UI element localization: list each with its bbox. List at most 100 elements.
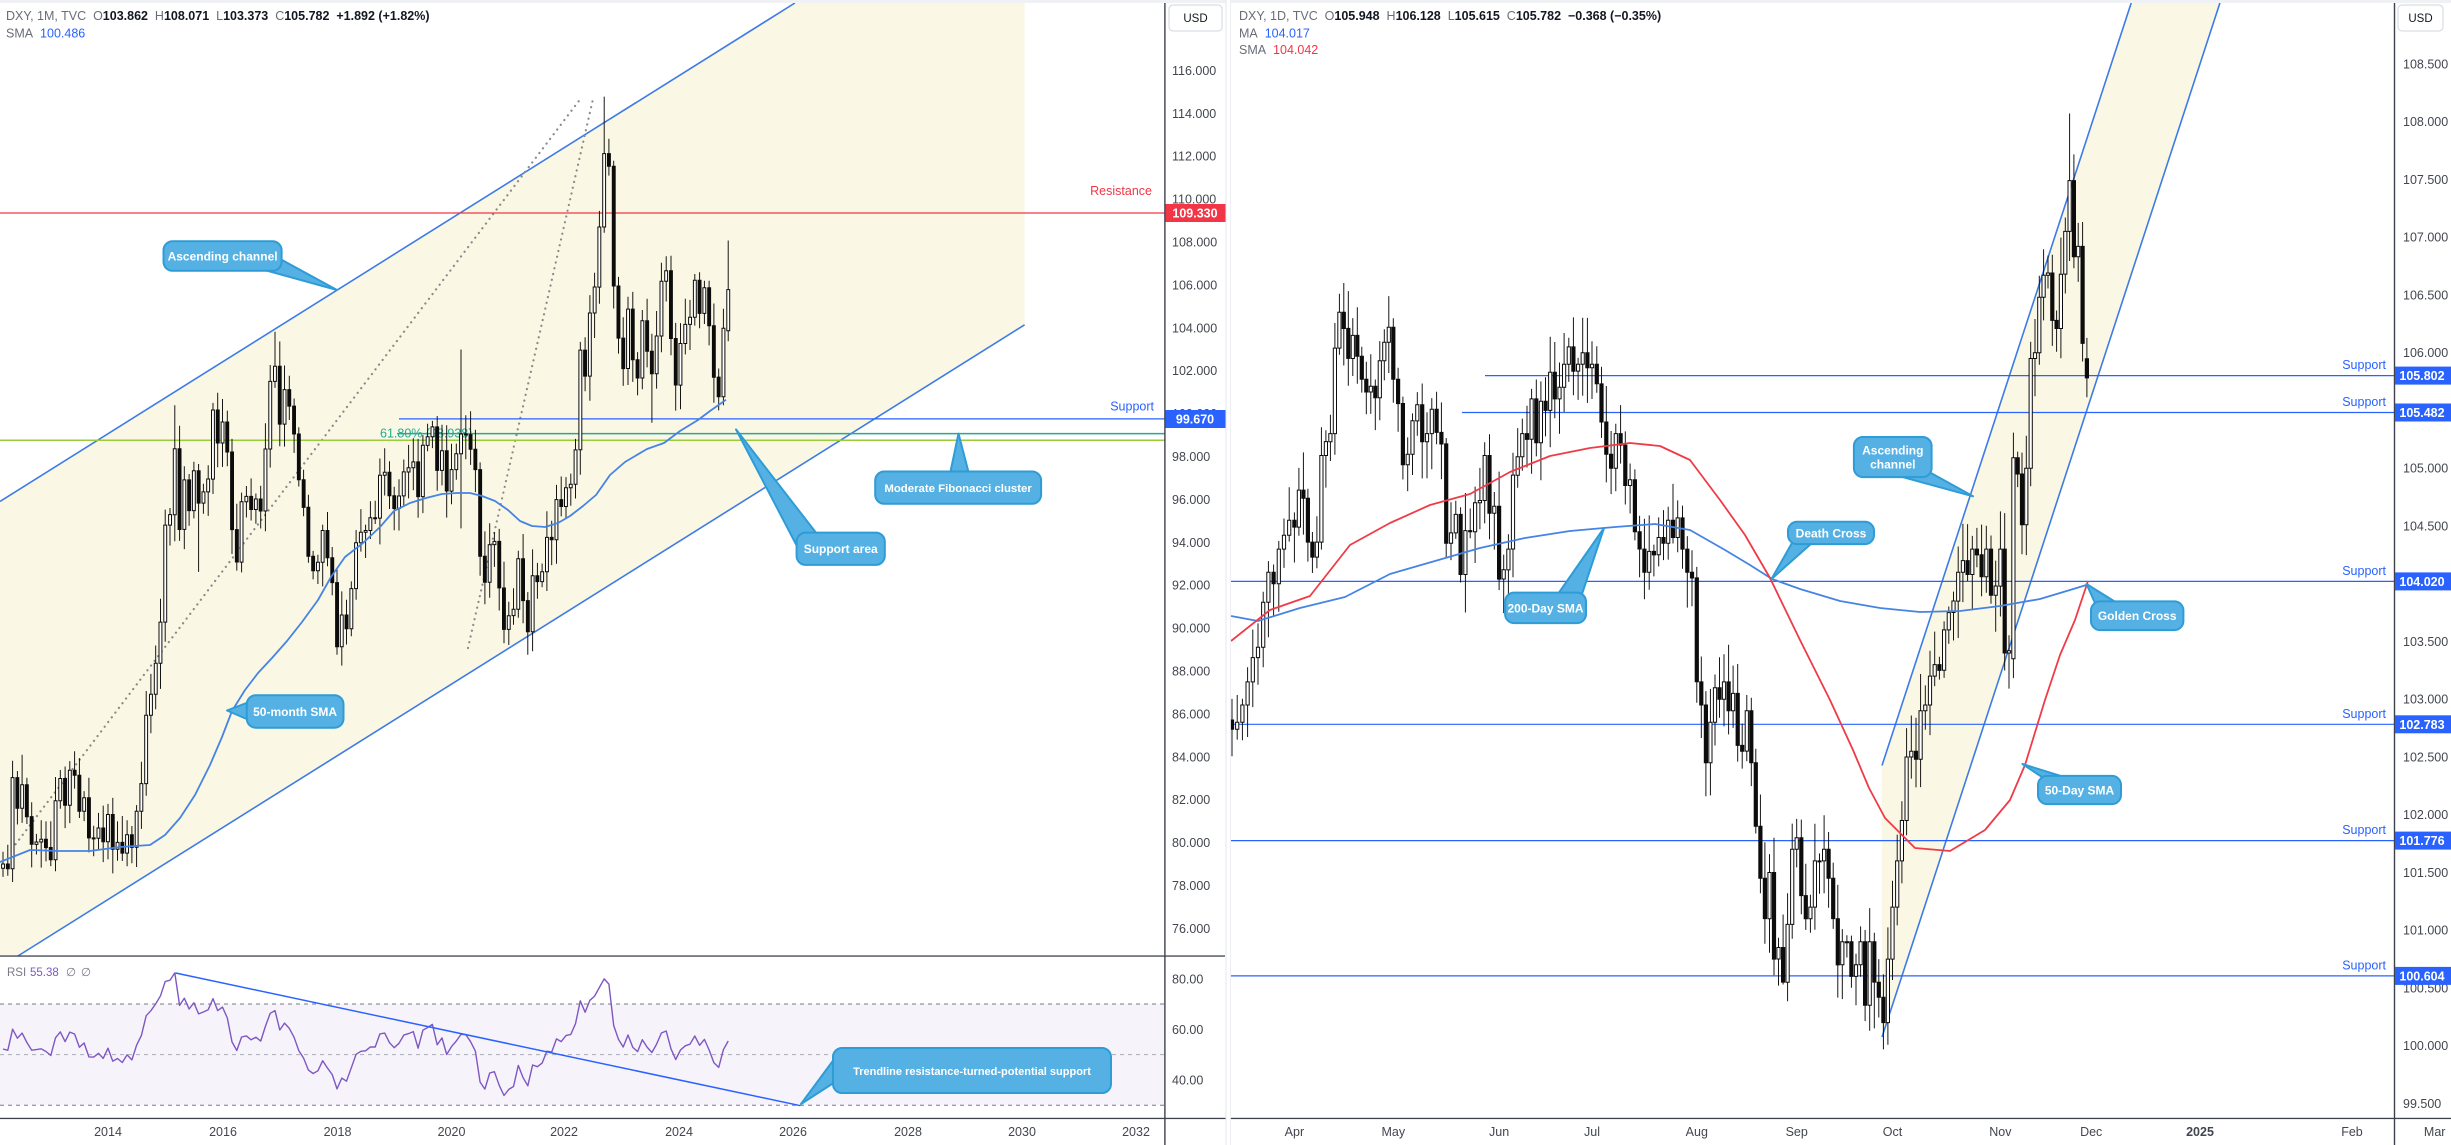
svg-text:Jun: Jun <box>1489 1125 1509 1139</box>
svg-text:Feb: Feb <box>2341 1125 2363 1139</box>
svg-text:50-Day SMA: 50-Day SMA <box>2045 784 2115 798</box>
svg-text:Death Cross: Death Cross <box>1796 527 1867 541</box>
svg-text:102.500: 102.500 <box>2403 751 2448 765</box>
svg-text:61.80% (98.938): 61.80% (98.938) <box>380 427 472 441</box>
svg-text:MA 104.017: MA 104.017 <box>1239 27 1310 41</box>
svg-text:Support: Support <box>2342 958 2386 972</box>
svg-text:2018: 2018 <box>324 1125 352 1139</box>
svg-text:104.020: 104.020 <box>2399 575 2444 589</box>
svg-text:∅: ∅ <box>81 967 91 979</box>
svg-text:2030: 2030 <box>1008 1125 1036 1139</box>
svg-text:Ascending channel: Ascending channel <box>168 250 278 264</box>
svg-text:103.000: 103.000 <box>2403 693 2448 707</box>
svg-text:SMA 104.042: SMA 104.042 <box>1239 43 1318 57</box>
svg-text:55.38: 55.38 <box>30 967 59 979</box>
svg-text:103.500: 103.500 <box>2403 635 2448 649</box>
svg-text:92.000: 92.000 <box>1172 579 1210 593</box>
svg-text:98.000: 98.000 <box>1172 450 1210 464</box>
svg-text:96.000: 96.000 <box>1172 493 1210 507</box>
svg-text:2020: 2020 <box>438 1125 466 1139</box>
svg-text:Trendline resistance-turned-po: Trendline resistance-turned-potential su… <box>853 1066 1091 1078</box>
svg-text:90.000: 90.000 <box>1172 622 1210 636</box>
svg-text:SMA 100.486: SMA 100.486 <box>6 27 85 41</box>
svg-text:Dec: Dec <box>2080 1125 2102 1139</box>
svg-text:Mar: Mar <box>2424 1125 2446 1139</box>
svg-text:USD: USD <box>2408 13 2432 25</box>
svg-text:Golden Cross: Golden Cross <box>2098 609 2177 623</box>
svg-text:2022: 2022 <box>550 1125 578 1139</box>
svg-text:105.482: 105.482 <box>2399 406 2444 420</box>
svg-text:114.000: 114.000 <box>1172 107 1216 121</box>
svg-text:Aug: Aug <box>1686 1125 1708 1139</box>
svg-text:105.000: 105.000 <box>2403 462 2448 476</box>
svg-text:106.500: 106.500 <box>2403 288 2448 302</box>
svg-text:102.000: 102.000 <box>2403 808 2448 822</box>
svg-text:60.00: 60.00 <box>1172 1023 1203 1037</box>
svg-text:102.000: 102.000 <box>1172 364 1217 378</box>
svg-text:Moderate Fibonacci cluster: Moderate Fibonacci cluster <box>884 483 1032 495</box>
svg-text:USD: USD <box>1183 13 1207 25</box>
svg-text:88.000: 88.000 <box>1172 665 1210 679</box>
svg-text:101.776: 101.776 <box>2399 834 2444 848</box>
svg-text:Nov: Nov <box>1989 1125 2012 1139</box>
svg-text:106.000: 106.000 <box>1172 278 1217 292</box>
svg-text:2016: 2016 <box>209 1125 237 1139</box>
svg-text:78.000: 78.000 <box>1172 879 1210 893</box>
svg-text:84.000: 84.000 <box>1172 750 1210 764</box>
svg-text:May: May <box>1381 1125 1405 1139</box>
svg-text:116.000: 116.000 <box>1172 64 1216 78</box>
svg-text:Support: Support <box>2342 707 2386 721</box>
svg-text:Resistance: Resistance <box>1090 184 1152 198</box>
svg-text:109.330: 109.330 <box>1172 207 1217 221</box>
svg-text:∅: ∅ <box>66 967 76 979</box>
svg-text:DXY, 1D, TVC O105.948 H106.1: DXY, 1D, TVC O105.948 H106.128 L105.615 … <box>1239 9 1661 23</box>
svg-text:Jul: Jul <box>1584 1125 1600 1139</box>
svg-text:106.000: 106.000 <box>2403 346 2448 360</box>
svg-text:100.500: 100.500 <box>2403 982 2448 996</box>
svg-text:2026: 2026 <box>779 1125 807 1139</box>
svg-text:2032: 2032 <box>1122 1125 1150 1139</box>
svg-text:108.000: 108.000 <box>1172 236 1217 250</box>
svg-text:Sep: Sep <box>1786 1125 1808 1139</box>
svg-text:200-Day SMA: 200-Day SMA <box>1507 601 1583 615</box>
svg-text:Support area: Support area <box>804 542 878 556</box>
svg-text:Support: Support <box>2342 564 2386 578</box>
svg-text:112.000: 112.000 <box>1172 150 1216 164</box>
svg-text:Support: Support <box>2342 395 2386 409</box>
svg-text:2024: 2024 <box>665 1125 693 1139</box>
svg-text:82.000: 82.000 <box>1172 793 1210 807</box>
svg-text:2025: 2025 <box>2186 1125 2214 1139</box>
svg-text:80.000: 80.000 <box>1172 836 1210 850</box>
svg-text:105.802: 105.802 <box>2399 369 2444 383</box>
svg-text:40.00: 40.00 <box>1172 1073 1203 1087</box>
svg-text:100.604: 100.604 <box>2399 969 2444 983</box>
svg-text:80.00: 80.00 <box>1172 972 1203 986</box>
svg-text:Ascending: Ascending <box>1862 444 1923 458</box>
svg-text:108.500: 108.500 <box>2403 57 2448 71</box>
svg-text:101.000: 101.000 <box>2403 924 2448 938</box>
svg-text:101.500: 101.500 <box>2403 866 2448 880</box>
svg-text:Apr: Apr <box>1285 1125 1304 1139</box>
svg-text:86.000: 86.000 <box>1172 707 1210 721</box>
svg-text:Support: Support <box>1110 400 1154 414</box>
svg-text:110.000: 110.000 <box>1172 193 1216 207</box>
svg-text:DXY, 1M, TVC O103.862 H108.0: DXY, 1M, TVC O103.862 H108.071 L103.373 … <box>6 9 430 23</box>
svg-text:100.000: 100.000 <box>2403 1039 2448 1053</box>
svg-text:102.783: 102.783 <box>2399 718 2444 732</box>
svg-text:99.670: 99.670 <box>1176 413 1214 427</box>
svg-text:94.000: 94.000 <box>1172 536 1210 550</box>
svg-text:Support: Support <box>2342 358 2386 372</box>
svg-text:107.000: 107.000 <box>2403 231 2448 245</box>
svg-text:Oct: Oct <box>1883 1125 1903 1139</box>
svg-text:99.500: 99.500 <box>2403 1097 2441 1111</box>
svg-text:2028: 2028 <box>894 1125 922 1139</box>
svg-text:76.000: 76.000 <box>1172 922 1210 936</box>
svg-text:RSI: RSI <box>7 967 26 979</box>
svg-text:104.000: 104.000 <box>1172 321 1217 335</box>
svg-text:108.000: 108.000 <box>2403 115 2448 129</box>
svg-text:channel: channel <box>1870 458 1915 472</box>
svg-text:Support: Support <box>2342 823 2386 837</box>
svg-text:2014: 2014 <box>94 1125 122 1139</box>
svg-text:104.500: 104.500 <box>2403 520 2448 534</box>
svg-text:50-month SMA: 50-month SMA <box>253 705 337 719</box>
